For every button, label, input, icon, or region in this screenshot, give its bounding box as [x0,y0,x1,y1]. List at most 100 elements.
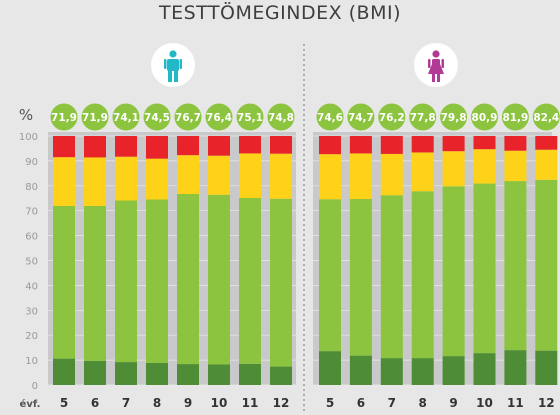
bar-segment-2-11-2 [504,181,527,351]
value-badge-label: 74,1 [113,112,139,124]
y-tick-label: 80 [25,182,38,193]
bar-segment-2-6-1 [349,355,372,385]
bar-segment-2-9-2 [442,186,465,357]
value-badge-label: 74,7 [348,112,374,124]
y-tick-label: 60 [25,232,38,243]
icon-head [432,50,440,58]
value-badge [112,103,140,131]
bar-segment-1-10-2 [208,194,230,365]
value-badge-label: 76,4 [206,112,232,124]
bar-segment-1-8-3 [146,158,168,200]
bar-segment-2-11-1 [504,350,527,385]
value-badge-label: 71,9 [82,112,108,124]
icon-leg [432,74,435,82]
bar-segment-2-12-1 [535,350,558,385]
x-tick-label: 9 [184,396,192,410]
bar-segment-1-6-1 [84,360,106,385]
y-tick-label: 90 [25,157,38,168]
bar-segment-2-5-2 [319,199,341,352]
bar-segment-1-10-4 [208,136,230,156]
bar-segment-2-10-3 [473,149,496,184]
bar-segment-1-10-1 [208,364,230,385]
x-tick-label: 6 [91,396,99,410]
bar-segment-1-12-4 [270,136,292,154]
x-tick-label: 10 [476,396,493,410]
value-badge-label: 76,2 [379,112,405,124]
value-badge-label: 74,8 [268,112,294,124]
bar-segment-1-11-1 [239,363,261,385]
bar-segment-2-10-4 [473,136,496,150]
icon-body [432,59,440,65]
x-tick-label: 10 [211,396,228,410]
y-tick-label: 0 [32,381,38,392]
bar-segment-2-5-3 [319,154,341,200]
bar-segment-1-6-2 [84,205,106,361]
bar-segment-2-9-3 [442,151,465,187]
bar-segment-2-5-4 [319,136,341,155]
icon-leg [174,70,178,82]
bar-segment-2-7-1 [380,358,403,385]
value-badge [532,103,560,131]
x-tick-label: 11 [242,396,259,410]
bar-segment-1-11-2 [239,198,261,364]
y-tick-label: 10 [25,356,38,367]
y-tick-label: 100 [19,132,38,143]
value-badge [236,103,264,131]
value-badge-label: 75,1 [237,112,263,124]
value-badge-label: 74,6 [317,112,343,124]
bar-segment-1-11-3 [239,153,261,199]
value-badge-label: 71,9 [51,112,77,124]
bar-segment-2-7-4 [380,136,403,154]
bar-segment-1-11-4 [239,136,261,154]
bar-segment-1-9-4 [177,136,199,156]
icon-skirt [428,64,444,74]
bar-segment-2-10-1 [473,353,496,385]
bar-segment-2-8-2 [411,191,434,359]
bar-segment-1-7-1 [115,362,137,385]
female-person-icon [414,43,458,87]
x-tick-label: 5 [60,396,68,410]
bar-segment-1-8-4 [146,136,168,159]
bar-segment-1-12-3 [270,153,292,199]
bar-segment-2-12-4 [535,136,558,150]
bar-segment-1-7-4 [115,136,137,157]
icon-arm [164,59,167,69]
x-tick-label: 7 [122,396,130,410]
bar-segment-1-8-1 [146,362,168,385]
value-badge-label: 77,8 [410,112,436,124]
value-badge-label: 79,8 [441,112,467,124]
value-badge [378,103,406,131]
y-tick-label: 70 [25,207,38,218]
x-tick-label: 8 [419,396,427,410]
bar-segment-2-12-2 [535,179,558,351]
bar-segment-1-5-2 [53,205,75,359]
value-badge [440,103,468,131]
value-badge [347,103,375,131]
icon-body [167,59,179,71]
value-badge [471,103,498,131]
value-badge-label: 81,9 [502,112,528,124]
bar-segment-2-5-1 [319,351,341,385]
bar-segment-2-7-2 [380,195,403,359]
bar-segment-2-11-4 [504,136,527,151]
bar-segment-1-10-3 [208,155,230,195]
chart-title: TESTTÖMEGINDEX (BMI) [159,2,401,24]
value-badge-label: 82,4 [533,112,559,124]
male-person-icon [151,43,195,87]
value-badge [143,103,171,131]
bar-segment-1-7-3 [115,156,137,201]
bar-segment-2-6-2 [349,198,372,356]
x-tick-label: 5 [326,396,334,410]
bar-segment-2-7-3 [380,153,403,196]
bar-segment-2-10-2 [473,183,496,354]
value-badge [267,103,295,131]
bar-segment-2-6-3 [349,153,372,199]
icon-leg [168,70,172,82]
x-tick-label: 6 [357,396,365,410]
x-tick-label: 9 [449,396,457,410]
y-tick-label: 40 [25,281,38,292]
icon-arm [441,59,444,68]
bar-segment-1-6-3 [84,157,106,206]
